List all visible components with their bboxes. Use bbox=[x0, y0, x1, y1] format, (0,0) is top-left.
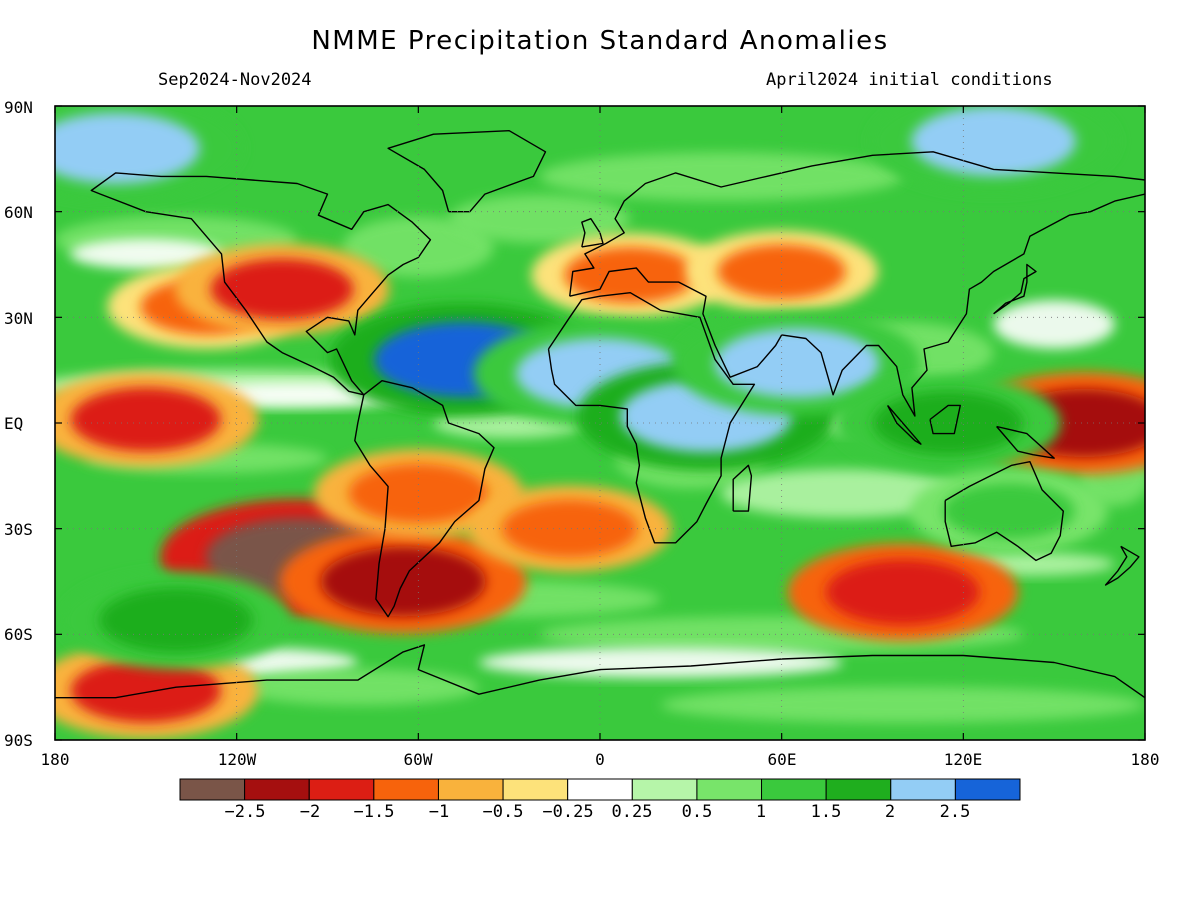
coastline bbox=[996, 425, 1055, 459]
anomaly-feature bbox=[787, 543, 1019, 641]
map-title: NMME Precipitation Standard Anomalies bbox=[311, 26, 889, 56]
lat-label-30n: 30N bbox=[4, 309, 33, 328]
gridlines bbox=[55, 106, 1145, 740]
lon-label-120w: 120W bbox=[217, 750, 257, 769]
colorbar-label-5: −0.5 bbox=[482, 802, 524, 822]
lon-label-60e: 60E bbox=[767, 750, 797, 769]
lon-label-0: 0 bbox=[595, 750, 605, 769]
init-conditions-label: April2024 initial conditions bbox=[766, 70, 1053, 90]
anomaly-feature bbox=[835, 375, 1061, 471]
coastline bbox=[387, 130, 547, 213]
anomaly-field bbox=[55, 106, 1145, 740]
anomaly-map bbox=[54, 105, 1146, 741]
anomaly-feature bbox=[685, 230, 878, 313]
lat-label-30s: 30S bbox=[4, 520, 33, 539]
colorbar-label-2: −2 bbox=[299, 802, 321, 822]
lon-label-60w: 60W bbox=[403, 750, 433, 769]
coastline bbox=[886, 404, 922, 445]
coastline bbox=[569, 151, 1145, 297]
anomaly-feature bbox=[313, 449, 523, 538]
anomaly-feature bbox=[909, 469, 1108, 554]
lat-label-60n: 60N bbox=[4, 203, 33, 222]
colorbar-label-12: 2.5 bbox=[939, 802, 971, 822]
coastline bbox=[569, 193, 1145, 417]
lat-label-eq: EQ bbox=[4, 414, 24, 433]
axis-ticks bbox=[54, 105, 1146, 741]
colorbar-label-1: −2.5 bbox=[224, 802, 266, 822]
colorbar-label-8: 0.5 bbox=[681, 802, 713, 822]
lon-label-120e: 120E bbox=[943, 750, 983, 769]
colorbar-label-4: −1 bbox=[428, 802, 450, 822]
anomaly-feature bbox=[531, 233, 730, 318]
colorbar-label-6: −0.25 bbox=[542, 802, 594, 822]
anomaly-feature bbox=[55, 371, 259, 468]
coastline bbox=[929, 404, 961, 435]
colorbar-label-10: 1.5 bbox=[810, 802, 842, 822]
coastlines bbox=[55, 130, 1145, 699]
coastline bbox=[1104, 545, 1140, 586]
colorbar-label-9: 1 bbox=[755, 802, 767, 822]
anomaly-feature bbox=[55, 106, 242, 202]
lat-label-90n: 90N bbox=[4, 98, 33, 117]
coastline bbox=[55, 644, 1145, 699]
lon-label-180e: 180 bbox=[1130, 750, 1160, 769]
coastline bbox=[581, 218, 604, 248]
lat-label-90s: 90S bbox=[4, 731, 33, 750]
coastline bbox=[547, 292, 756, 544]
anomaly-feature bbox=[870, 106, 1118, 194]
colorbar-label-3: −1.5 bbox=[353, 802, 395, 822]
lat-label-60s: 60S bbox=[4, 625, 33, 644]
coastline bbox=[90, 172, 432, 396]
anomaly-feature bbox=[467, 485, 672, 572]
colorbar-label-7: 0.25 bbox=[611, 802, 653, 822]
anomaly-feature bbox=[60, 571, 292, 670]
colorbar-label-11: 2 bbox=[884, 802, 896, 822]
lon-label-180w: 180 bbox=[40, 750, 70, 769]
coastline bbox=[354, 380, 495, 618]
period-label: Sep2024-Nov2024 bbox=[158, 70, 312, 90]
coastline bbox=[732, 464, 753, 512]
coastline bbox=[993, 263, 1037, 315]
anomaly-feature bbox=[174, 243, 390, 335]
